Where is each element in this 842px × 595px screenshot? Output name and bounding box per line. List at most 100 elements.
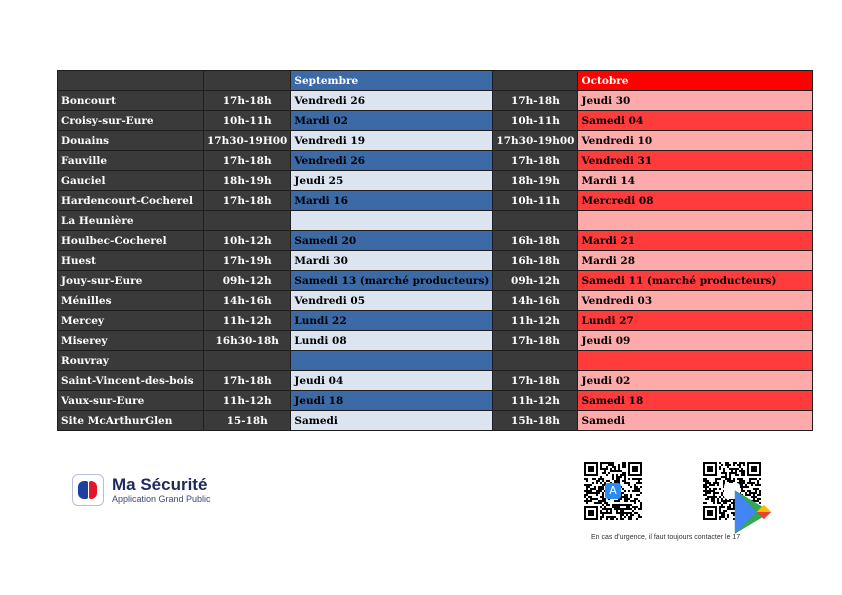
october-hours-cell: 14h-16h [492,290,579,311]
app-store-icon: A [605,483,621,499]
september-hours-cell [202,350,292,371]
october-hours-cell: 10h-11h [492,110,579,131]
october-date-cell: Jeudi 30 [577,90,814,111]
october-date-cell: Mardi 21 [577,230,814,251]
september-date-cell: Mardi 02 [290,110,494,131]
header-blank-hours-september [202,70,292,91]
september-hours-cell: 17h-18h [202,90,292,111]
table-row: Rouvray [57,350,814,371]
commune-cell: Boncourt [57,90,204,111]
september-date-cell: Lundi 08 [290,330,494,351]
september-hours-cell: 17h-18h [202,150,292,171]
september-date-cell: Lundi 22 [290,310,494,331]
october-date-cell: Lundi 27 [577,310,814,331]
october-hours-cell: 16h-18h [492,250,579,271]
september-date-cell: Mardi 16 [290,190,494,211]
september-hours-cell: 15-18h [202,410,292,431]
header-blank-hours-october [492,70,579,91]
commune-cell: Houlbec-Cocherel [57,230,204,251]
september-hours-cell: 18h-19h [202,170,292,191]
table-row: Vaux-sur-Eure 11h-12h Jeudi 18 11h-12h Samed… [57,390,814,411]
october-date-cell: Samedi 11 (marché producteurs) [577,270,814,291]
september-date-cell: Vendredi 19 [290,130,494,151]
october-date-cell: Vendredi 03 [577,290,814,311]
october-date-cell: Samedi 04 [577,110,814,131]
september-hours-cell: 17h30-19H00 [202,130,292,151]
table-row: Huest 17h-19h Mardi 30 16h-18h Mardi 28 [57,250,814,271]
commune-cell: Huest [57,250,204,271]
september-hours-cell: 16h30-18h [202,330,292,351]
commune-cell: Vaux-sur-Eure [57,390,204,411]
september-date-cell: Vendredi 05 [290,290,494,311]
ma-securite-logo: Ma Sécurité Application Grand Public [72,474,211,506]
commune-cell: Saint-Vincent-des-bois [57,370,204,391]
commune-cell: Site McArthurGlen [57,410,204,431]
october-hours-cell: 18h-19h [492,170,579,191]
october-hours-cell: 17h-18h [492,370,579,391]
table-row: Mercey 11h-12h Lundi 22 11h-12h Lundi 27 [57,310,814,331]
commune-cell: Mercey [57,310,204,331]
september-hours-cell: 09h-12h [202,270,292,291]
october-date-cell: Mardi 14 [577,170,814,191]
september-hours-cell: 11h-12h [202,390,292,411]
october-hours-cell: 17h-18h [492,150,579,171]
september-hours-cell [202,210,292,231]
september-hours-cell: 10h-11h [202,110,292,131]
september-date-cell: Mardi 30 [290,250,494,271]
september-date-cell: Samedi 20 [290,230,494,251]
october-date-cell: Vendredi 31 [577,150,814,171]
october-date-cell: Jeudi 09 [577,330,814,351]
google-play-icon [724,483,772,534]
commune-cell: Fauville [57,150,204,171]
header-blank-commune [57,70,204,91]
logo-title: Ma Sécurité [112,475,208,494]
table-row: Croisy-sur-Eure 10h-11h Mardi 02 10h-11h Sam… [57,110,814,131]
month-header-september: Septembre [290,70,494,91]
september-date-cell: Samedi 13 (marché producteurs) [290,270,494,291]
september-hours-cell: 17h-19h [202,250,292,271]
october-hours-cell: 15h-18h [492,410,579,431]
september-hours-cell: 10h-12h [202,230,292,251]
september-date-cell: Vendredi 26 [290,90,494,111]
commune-cell: La Heunière [57,210,204,231]
table-row: Hardencourt-Cocherel 17h-18h Mardi 16 10h-1… [57,190,814,211]
app-store-qr: A [584,462,642,520]
table-row: Douains 17h30-19H00 Vendredi 19 17h30-19h00… [57,130,814,151]
october-date-cell: Samedi 18 [577,390,814,411]
october-hours-cell: 11h-12h [492,310,579,331]
october-date-cell: Jeudi 02 [577,370,814,391]
september-date-cell: Vendredi 26 [290,150,494,171]
october-hours-cell [492,350,579,371]
october-date-cell: Mardi 28 [577,250,814,271]
table-row: Fauville 17h-18h Vendredi 26 17h-18h Vendred… [57,150,814,171]
september-date-cell [290,350,494,371]
commune-cell: Gauciel [57,170,204,191]
october-hours-cell: 16h-18h [492,230,579,251]
october-hours-cell: 11h-12h [492,390,579,411]
table-row: Jouy-sur-Eure 09h-12h Samedi 13 (marché pr… [57,270,814,291]
october-date-cell: Samedi [577,410,814,431]
schedule-table: Septembre Octobre Boncourt 17h-18h Vendred… [57,70,814,431]
commune-cell: Rouvray [57,350,204,371]
september-hours-cell: 17h-18h [202,370,292,391]
september-hours-cell: 17h-18h [202,190,292,211]
october-hours-cell: 17h-18h [492,90,579,111]
september-date-cell: Samedi [290,410,494,431]
table-row: Ménilles 14h-16h Vendredi 05 14h-16h Vendred… [57,290,814,311]
month-header-october: Octobre [577,70,814,91]
commune-cell: Ménilles [57,290,204,311]
google-play-qr [703,462,772,534]
logo-subtitle: Application Grand Public [112,494,211,504]
table-row: Site McArthurGlen 15-18h Samedi 15h-18h Same… [57,410,814,431]
table-row: Boncourt 17h-18h Vendredi 26 17h-18h Jeudi 3… [57,90,814,111]
october-hours-cell: 10h-11h [492,190,579,211]
commune-cell: Jouy-sur-Eure [57,270,204,291]
commune-cell: Douains [57,130,204,151]
october-date-cell: Mercredi 08 [577,190,814,211]
commune-cell: Hardencourt-Cocherel [57,190,204,211]
commune-cell: Croisy-sur-Eure [57,110,204,131]
september-hours-cell: 11h-12h [202,310,292,331]
september-hours-cell: 14h-16h [202,290,292,311]
table-row: Houlbec-Cocherel 10h-12h Samedi 20 16h-18h M… [57,230,814,251]
table-row: La Heunière [57,210,814,231]
